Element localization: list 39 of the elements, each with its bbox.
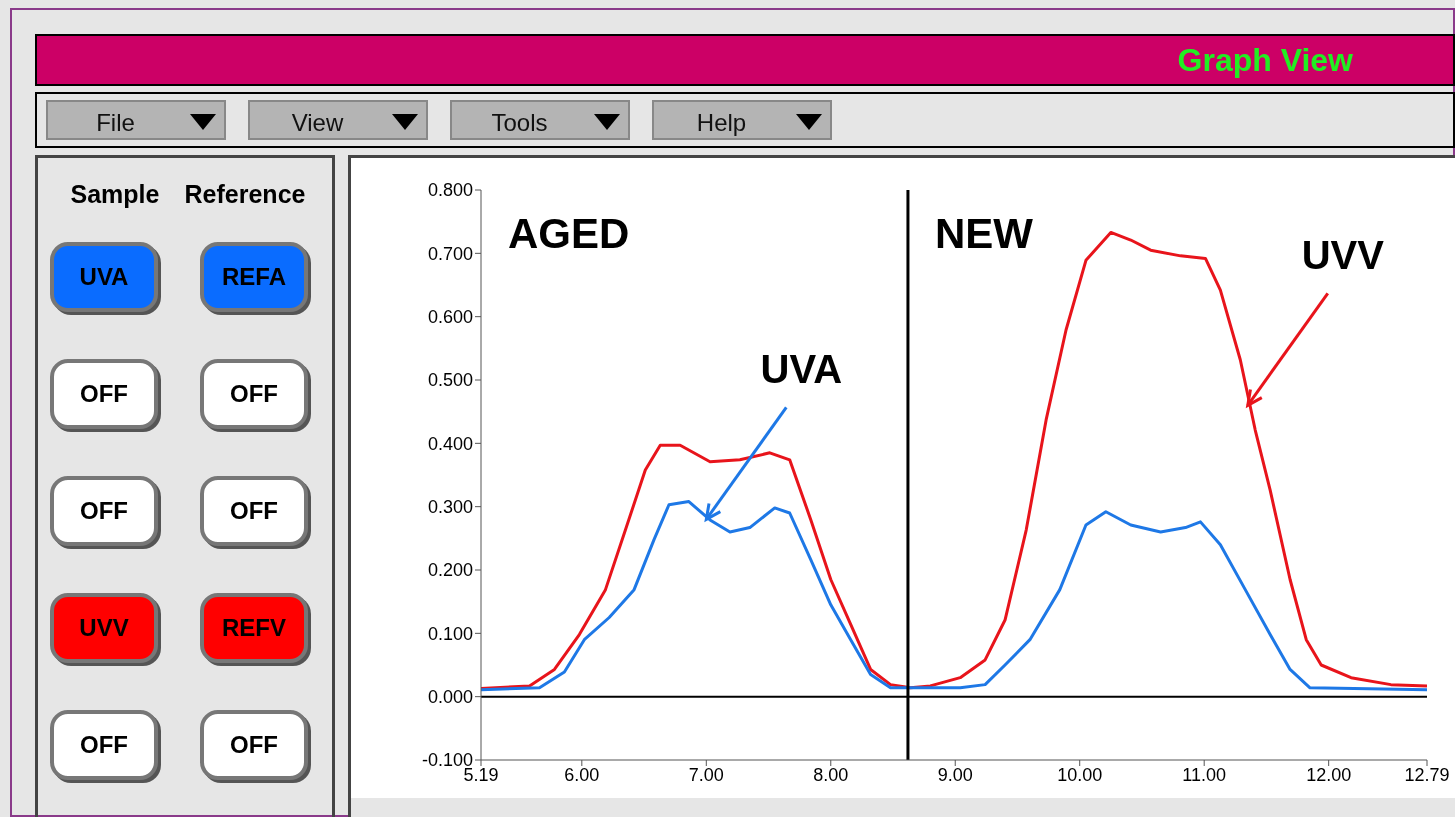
annotation: UVV (1301, 233, 1385, 278)
text: Graph View (1177, 42, 1353, 79)
text: OFF (200, 476, 308, 546)
x-tick-label: 12.79 (1404, 764, 1450, 785)
text: UVV (50, 593, 158, 663)
x-tick-label: 9.00 (937, 764, 973, 785)
y-tick-label: 0.100 (427, 623, 473, 644)
x-tick-label: 8.00 (813, 764, 849, 785)
text: Sample (69, 180, 161, 209)
y-tick-label: 0.000 (427, 687, 473, 708)
annotation: NEW (935, 210, 1033, 258)
text: UVA (50, 242, 158, 312)
annotation: AGED (508, 210, 630, 258)
text: Help (695, 109, 748, 137)
text: OFF (200, 359, 308, 429)
x-tick-label: 12.00 (1306, 764, 1352, 785)
text: REFV (200, 593, 308, 663)
text: View (290, 109, 345, 137)
text: OFF (50, 476, 158, 546)
x-tick-label: 10.00 (1057, 764, 1103, 785)
y-tick-label: 0.500 (427, 370, 473, 391)
text: REFA (200, 242, 308, 312)
y-tick-label: 0.200 (427, 560, 473, 581)
text: Reference (183, 180, 307, 209)
y-tick-label: 0.600 (427, 307, 473, 328)
text: OFF (50, 359, 158, 429)
y-tick-label: 0.700 (427, 243, 473, 264)
x-tick-label: 11.00 (1182, 764, 1227, 785)
y-tick-label: 0.800 (427, 180, 473, 201)
text: OFF (200, 710, 308, 780)
x-tick-label: 7.00 (688, 764, 724, 785)
text: File (95, 109, 136, 137)
line-series (481, 500, 1427, 692)
y-tick-label: 0.300 (427, 497, 473, 518)
text: OFF (50, 710, 158, 780)
x-tick-label: 6.00 (564, 764, 600, 785)
annotation: UVA (760, 347, 843, 392)
text: Tools (490, 109, 549, 137)
y-tick-label: 0.400 (427, 433, 473, 454)
